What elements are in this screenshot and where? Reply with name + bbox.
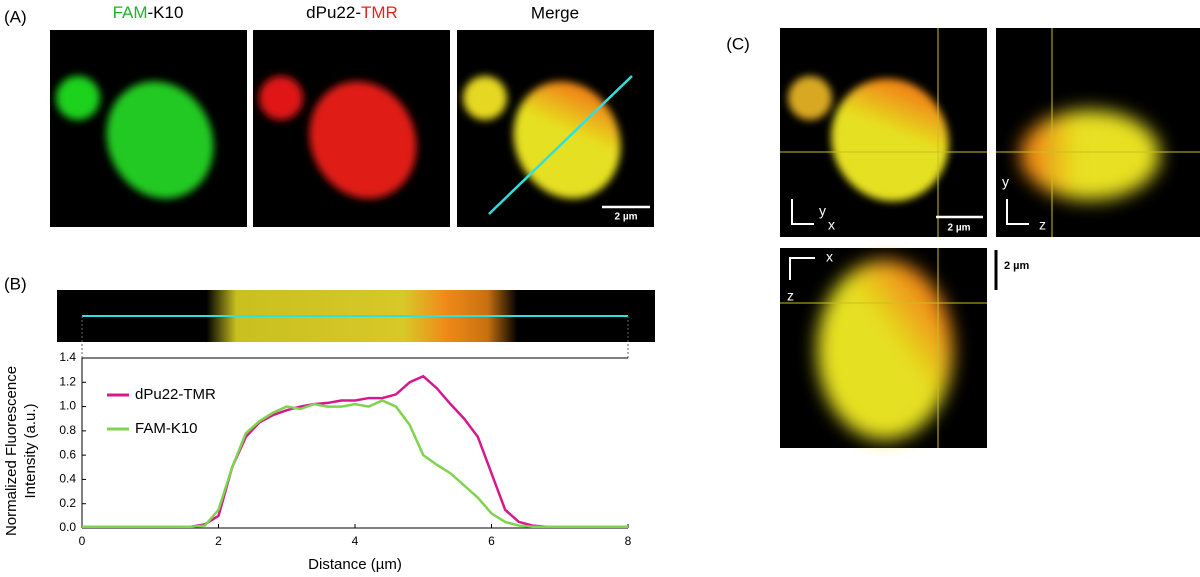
axis-letter: x	[826, 249, 833, 265]
y-tick-label: 0.4	[59, 472, 76, 486]
y-tick-label: 1.2	[59, 374, 76, 388]
scale-bar-label: 2 µm	[1004, 260, 1030, 272]
x-tick-label: 8	[625, 534, 632, 548]
panel-label: (B)	[4, 274, 27, 293]
image-merge	[457, 30, 654, 227]
y-axis-label: Intensity (a.u.)	[22, 403, 39, 498]
panel-label: (C)	[726, 34, 750, 53]
line-scan-image	[57, 290, 655, 358]
axis-letter: y	[819, 203, 826, 219]
y-tick-label: 0.6	[59, 447, 76, 461]
image-green	[50, 30, 247, 227]
panel-label: (A)	[4, 7, 27, 26]
scale-bar-label: 2 µm	[948, 223, 971, 234]
title-part: TMR	[361, 3, 398, 22]
x-axis-label: Distance (µm)	[308, 556, 402, 573]
axis-letter: x	[828, 217, 835, 233]
legend-label: FAM-K10	[135, 420, 198, 437]
title-part: FAM	[113, 3, 148, 22]
image-xy	[780, 28, 987, 237]
y-axis-label: Normalized Fluorescence	[3, 366, 20, 536]
title-part: dPu22-	[306, 3, 361, 22]
x-tick-label: 2	[215, 534, 222, 548]
chart: 0.0 0.2 0.4 0.6 0.8 1.0 1.2 1.4 0 2 4 6 8 Distance (µ…	[3, 350, 632, 573]
image-xz	[780, 248, 987, 448]
image-title: dPu22-TMR	[306, 3, 398, 22]
x-tick-label: 6	[488, 534, 495, 548]
y-tick-label: 0.0	[59, 520, 76, 534]
image-title: FAM-K10	[113, 3, 184, 22]
y-tick-label: 1.0	[59, 399, 76, 413]
scale-bar-label: 2 µm	[615, 212, 638, 223]
x-tick-label: 0	[79, 534, 86, 548]
axis-letter: z	[1039, 217, 1046, 233]
axis-letter: y	[1002, 174, 1009, 190]
legend-label: dPu22-TMR	[135, 386, 216, 403]
title-part: -K10	[148, 3, 184, 22]
y-tick-label: 0.8	[59, 423, 76, 437]
image-title: Merge	[531, 3, 579, 22]
image-yz	[996, 28, 1200, 237]
x-tick-label: 4	[352, 534, 359, 548]
image-red	[253, 30, 450, 227]
y-tick-label: 0.2	[59, 496, 76, 510]
y-tick-label: 1.4	[59, 350, 76, 364]
data-line	[82, 399, 628, 529]
axis-letter: z	[787, 288, 794, 304]
